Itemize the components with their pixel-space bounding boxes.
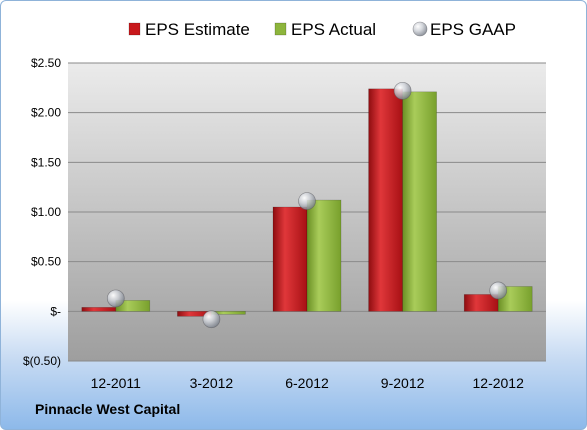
y-tick-label: $(0.50) — [23, 354, 61, 368]
x-category-label: 3-2012 — [190, 375, 234, 391]
y-tick-label: $0.50 — [31, 255, 61, 269]
eps-estimate-bar — [81, 307, 117, 312]
legend-swatch — [412, 21, 428, 37]
x-category-label: 6-2012 — [285, 375, 329, 391]
legend: EPS Estimate EPS Actual EPS GAAP — [128, 20, 516, 39]
eps-gaap-marker — [106, 289, 125, 308]
eps-gaap-marker — [489, 281, 508, 300]
eps-estimate-bar — [368, 88, 403, 312]
x-category-label: 12-2011 — [91, 375, 142, 391]
x-axis-category-labels: 12-2011 3-2012 6-2012 9-2012 12-2012 — [91, 375, 524, 391]
x-category-label: 12-2012 — [473, 375, 525, 391]
eps-estimate-bar — [272, 206, 308, 312]
eps-actual-bar — [402, 91, 437, 312]
y-tick-label: $2.00 — [31, 106, 61, 120]
y-tick-label: $2.50 — [31, 56, 61, 70]
legend-swatch — [128, 22, 141, 36]
eps-gaap-marker — [298, 192, 316, 210]
eps-actual-bar — [306, 199, 342, 312]
eps-gaap-marker — [393, 81, 412, 100]
eps-gaap-marker — [202, 310, 221, 329]
bars — [81, 88, 533, 317]
legend-label: EPS Actual — [291, 20, 376, 39]
legend-swatch — [274, 22, 287, 36]
legend-label: EPS Estimate — [145, 20, 250, 39]
legend-label: EPS GAAP — [430, 20, 516, 39]
gaap-markers — [106, 81, 508, 329]
y-axis-tick-labels: $(0.50) $- $0.50 $1.00 $1.50 $2.00 $2.50 — [23, 56, 61, 368]
y-tick-label: $1.50 — [31, 155, 61, 169]
y-tick-label: $- — [50, 304, 61, 318]
company-name: Pinnacle West Capital — [35, 401, 181, 417]
x-category-label: 9-2012 — [381, 375, 425, 391]
y-tick-label: $1.00 — [31, 205, 61, 219]
